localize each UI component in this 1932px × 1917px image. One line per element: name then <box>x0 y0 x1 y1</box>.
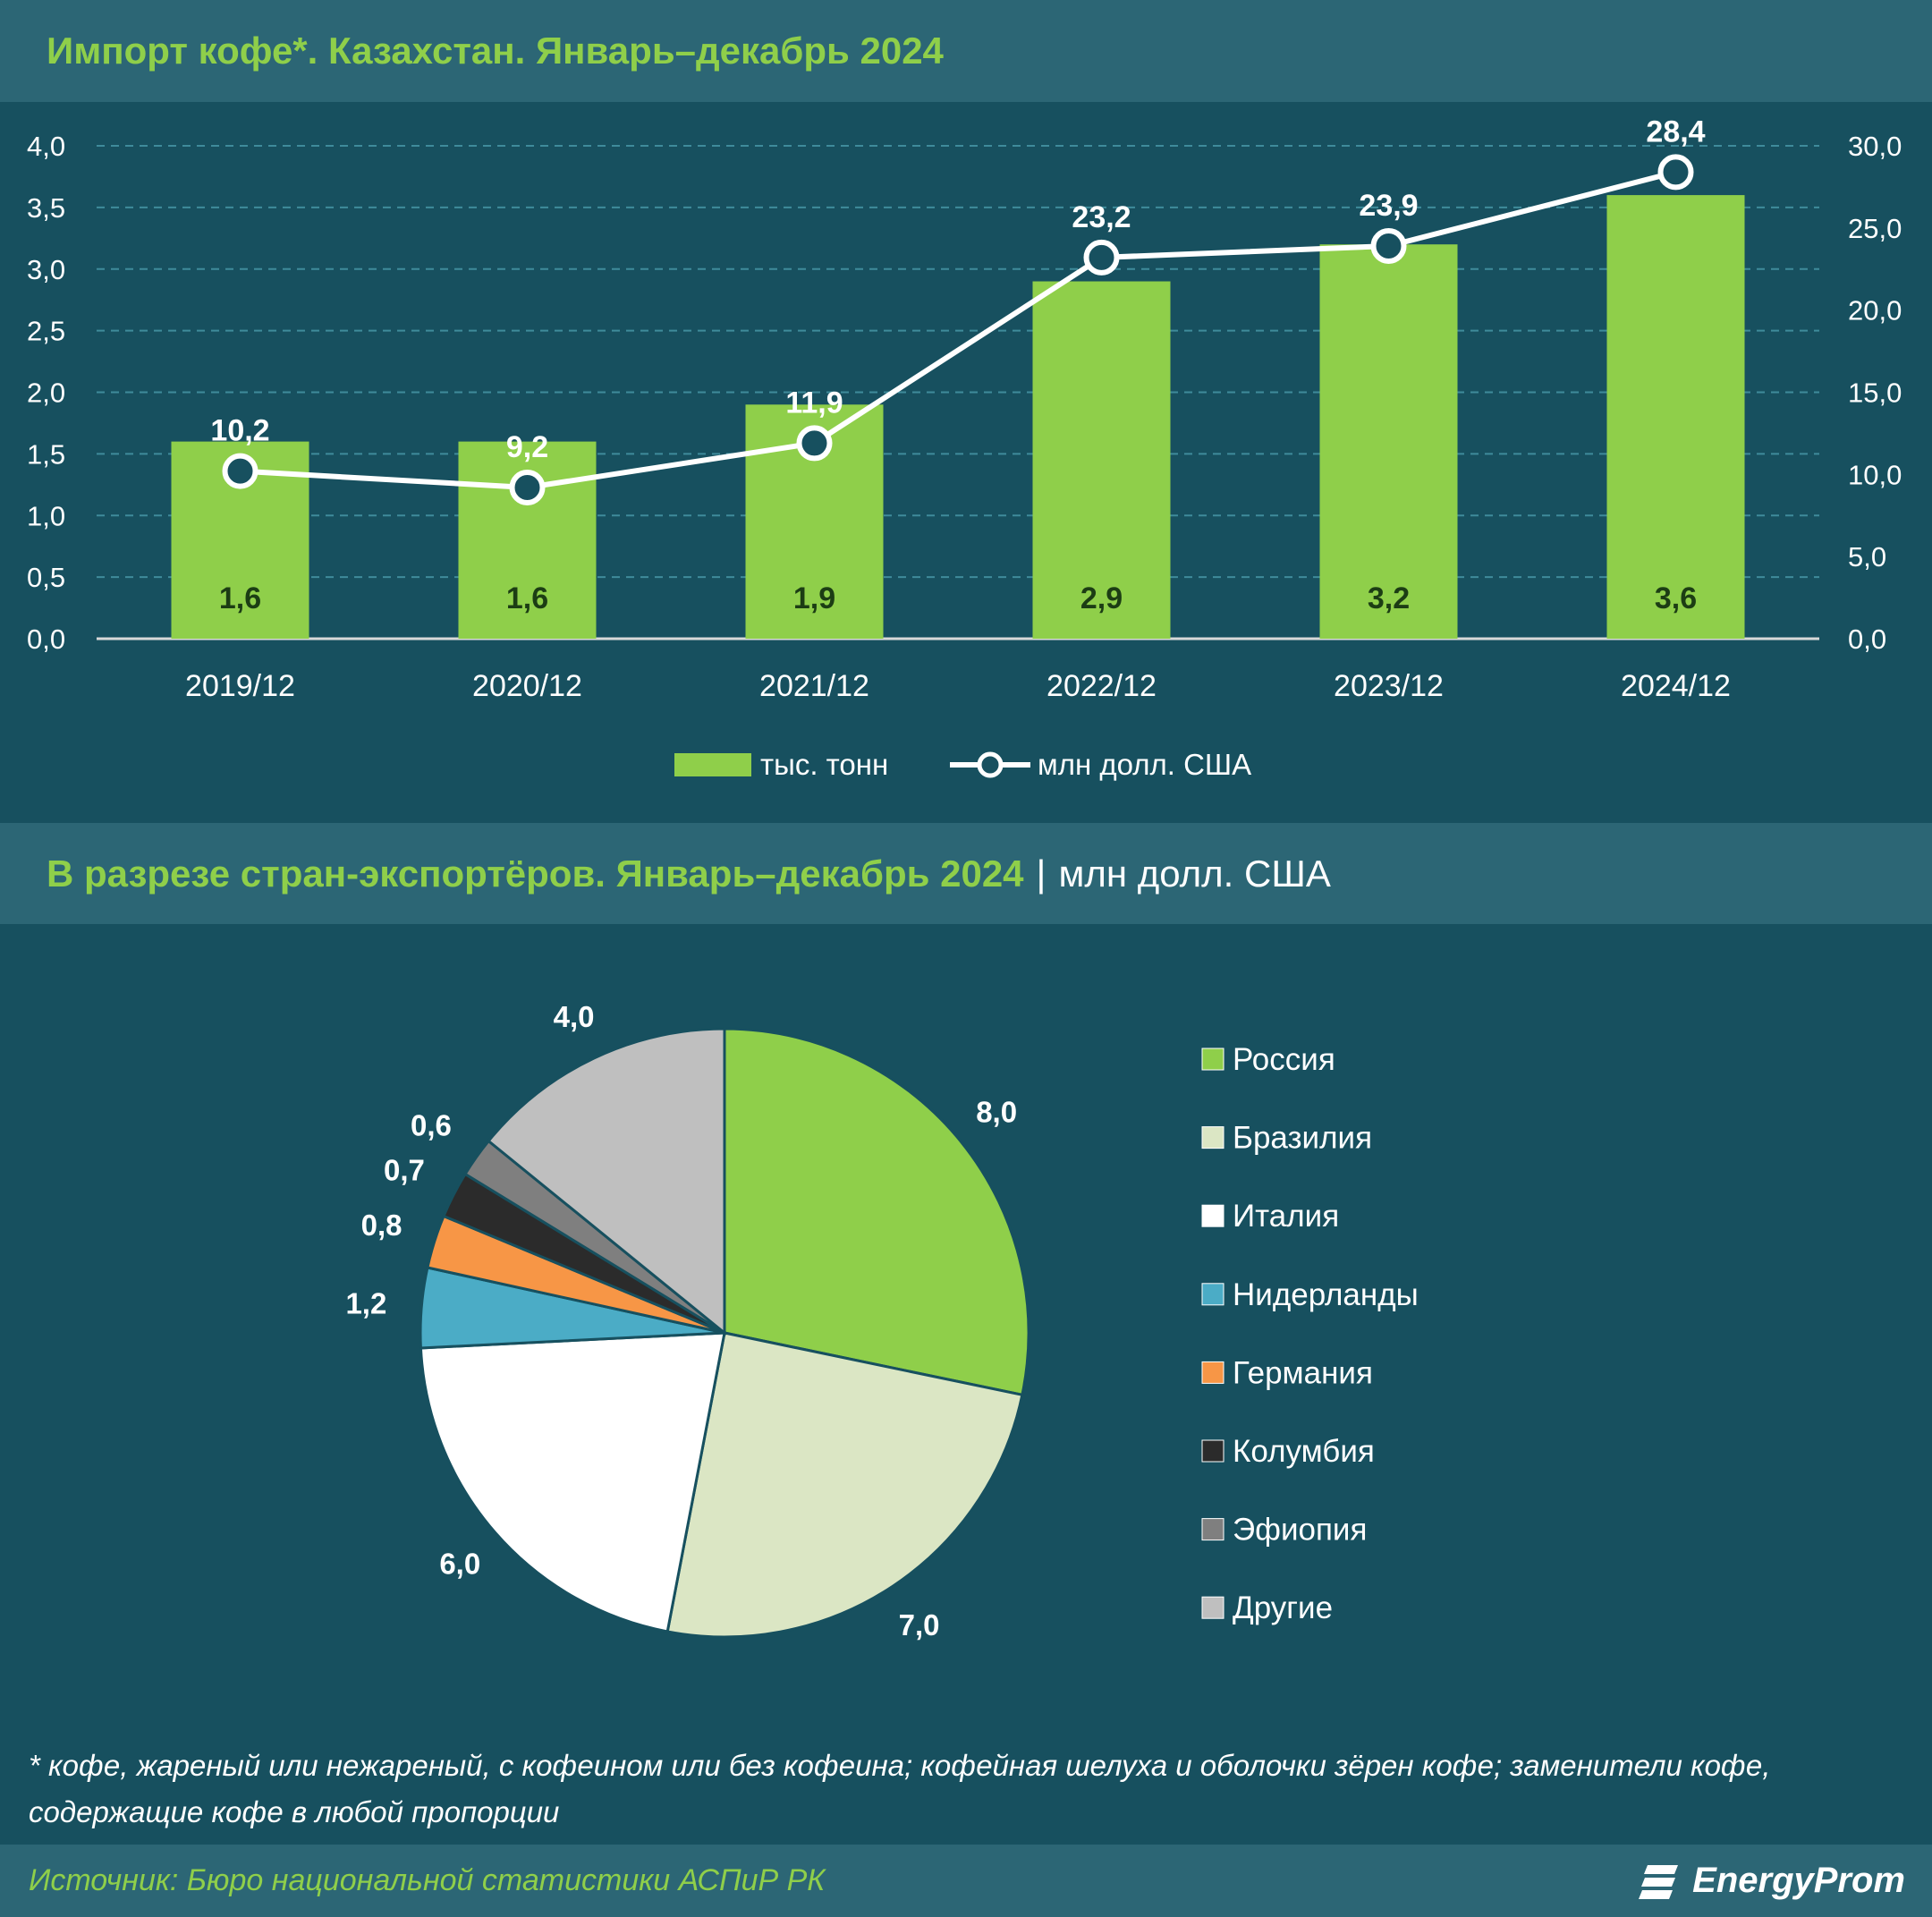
x-tick-label: 2020/12 <box>472 669 582 703</box>
pie-value-label: 6,0 <box>439 1547 480 1580</box>
pie-value-label: 1,2 <box>345 1287 386 1320</box>
pie-legend-swatch <box>1201 1361 1224 1384</box>
pie-title-main: В разрезе стран-экспортёров. Январь–дека… <box>47 852 1024 895</box>
y-right-tick-label: 5,0 <box>1848 541 1886 573</box>
y-right-tick-label: 30,0 <box>1848 131 1902 162</box>
line-value-label: 9,2 <box>506 430 548 464</box>
bar <box>1319 244 1458 639</box>
x-tick-label: 2021/12 <box>759 669 869 703</box>
bar <box>1606 195 1745 639</box>
pie-value-label: 4,0 <box>554 1000 595 1033</box>
pie-legend-swatch <box>1201 1283 1224 1306</box>
pie-legend-label: Бразилия <box>1233 1121 1372 1156</box>
y-left-tick-label: 0,0 <box>27 623 65 655</box>
pie-legend-swatch <box>1201 1518 1224 1541</box>
pie-title-separator: | <box>1036 852 1046 895</box>
y-right-tick-label: 15,0 <box>1848 377 1902 409</box>
pie-legend-label: Эфиопия <box>1233 1513 1367 1548</box>
y-right-tick-label: 20,0 <box>1848 295 1902 327</box>
x-tick-label: 2024/12 <box>1621 669 1731 703</box>
line-point <box>222 453 258 489</box>
y-right-tick-label: 0,0 <box>1848 623 1886 655</box>
line-value-label: 23,2 <box>1072 200 1131 234</box>
energyprom-logo-icon <box>1639 1864 1679 1899</box>
pie-legend-swatch <box>1201 1596 1224 1619</box>
chart-title: Импорт кофе*. Казахстан. Январь–декабрь … <box>47 30 944 72</box>
bar-value-label: 3,2 <box>1368 581 1410 615</box>
brand-logo: EnergyProm <box>1637 1845 1905 1917</box>
legend-bar-label: тыс. тонн <box>760 748 888 781</box>
pie-title: В разрезе стран-экспортёров. Январь–дека… <box>47 823 1331 924</box>
chart-title-band: Импорт кофе*. Казахстан. Январь–декабрь … <box>0 0 1932 102</box>
pie-value-label: 0,8 <box>361 1209 402 1242</box>
y-left-tick-label: 3,5 <box>27 192 65 224</box>
pie-legend-label: Колумбия <box>1233 1434 1375 1469</box>
bar-value-label: 2,9 <box>1080 581 1123 615</box>
pie-slice <box>487 1027 726 1336</box>
pie-legend-swatch <box>1201 1204 1224 1227</box>
pie-legend-label: Германия <box>1233 1355 1373 1390</box>
y-left-tick-label: 1,5 <box>27 438 65 470</box>
pie-slice <box>723 1027 1030 1397</box>
line-point <box>509 470 546 506</box>
pie-value-label: 7,0 <box>899 1608 940 1641</box>
chart-canvas: 0,0 0,5 1,0 1,5 2,0 2,5 3,0 3,5 4,0 0,0 5,0 10,0 15,… <box>27 115 1902 1641</box>
bar <box>1032 281 1171 639</box>
source-band: Источник: Бюро национальной статистики А… <box>0 1845 1932 1917</box>
footnote: * кофе, жареный или нежареный, с кофеино… <box>29 1749 1771 1828</box>
pie-slice <box>419 1331 726 1633</box>
legend-line-marker <box>977 751 1004 778</box>
bar-value-label: 1,9 <box>793 581 835 615</box>
line-point <box>1370 228 1407 265</box>
pie-value-label: 8,0 <box>976 1096 1017 1129</box>
source-text: Источник: Бюро национальной статистики А… <box>29 1863 826 1897</box>
pie-legend-swatch <box>1201 1439 1224 1463</box>
line-point <box>796 425 833 462</box>
y-left-tick-label: 2,5 <box>27 316 65 347</box>
pie-legend-label: Нидерланды <box>1233 1277 1419 1312</box>
pie-legend-swatch <box>1201 1126 1224 1149</box>
pie-legend-label: Другие <box>1233 1590 1333 1625</box>
legend-bar-swatch <box>674 753 751 776</box>
y-left-tick-label: 0,5 <box>27 562 65 593</box>
x-tick-label: 2019/12 <box>185 669 295 703</box>
bar-value-label: 1,6 <box>506 581 548 615</box>
legend-line-label: млн долл. США <box>1038 748 1251 781</box>
y-right-tick-label: 10,0 <box>1848 459 1902 490</box>
line-value-label: 28,4 <box>1646 115 1705 148</box>
line-point <box>1083 239 1120 276</box>
bar-value-label: 3,6 <box>1655 581 1697 615</box>
x-tick-label: 2023/12 <box>1334 669 1444 703</box>
y-left-tick-label: 2,0 <box>27 377 65 409</box>
line-series <box>240 169 1677 491</box>
y-right-tick-label: 25,0 <box>1848 213 1902 244</box>
pie-legend-swatch <box>1201 1048 1224 1071</box>
pie-legend-label: Италия <box>1233 1199 1339 1234</box>
brand-name: EnergyProm <box>1692 1861 1905 1900</box>
pie-title-unit: млн долл. США <box>1058 852 1331 895</box>
line-value-label: 11,9 <box>785 386 843 420</box>
line-value-label: 10,2 <box>210 414 269 448</box>
pie-value-label: 0,6 <box>411 1109 452 1142</box>
bar-value-label: 1,6 <box>219 581 261 615</box>
line-point <box>1657 154 1694 191</box>
pie-slice <box>665 1331 1024 1639</box>
y-left-tick-label: 3,0 <box>27 254 65 285</box>
pie-value-label: 0,7 <box>384 1153 425 1186</box>
pie-title-band: В разрезе стран-экспортёров. Январь–дека… <box>0 823 1932 924</box>
pie-legend-label: Россия <box>1233 1042 1335 1077</box>
y-left-tick-label: 1,0 <box>27 500 65 531</box>
x-tick-label: 2022/12 <box>1046 669 1157 703</box>
line-value-label: 23,9 <box>1359 189 1418 223</box>
y-left-tick-label: 4,0 <box>27 131 65 162</box>
